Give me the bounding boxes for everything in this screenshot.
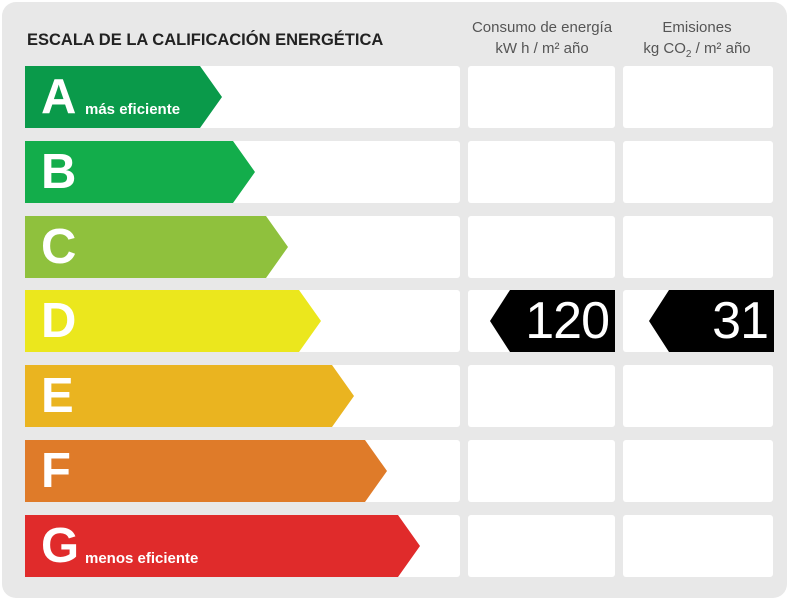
emisiones-unit-post: / m² año bbox=[691, 40, 751, 57]
rating-arrow-e bbox=[25, 365, 354, 427]
rating-letter-d: D bbox=[41, 294, 77, 348]
emisiones-header-line1: Emisiones bbox=[662, 19, 732, 36]
consumo-cell-g bbox=[468, 515, 615, 577]
emisiones-unit-sub: 2 bbox=[685, 49, 692, 60]
rating-letter-b: B bbox=[41, 145, 77, 199]
emisiones-header-line2: kg CO2 / m² año bbox=[622, 38, 772, 65]
consumo-cell-e bbox=[468, 365, 615, 427]
rating-letter-f: F bbox=[41, 444, 71, 498]
emisiones-cell-a bbox=[623, 66, 773, 128]
rating-arrow-d bbox=[25, 290, 321, 352]
rating-arrow-c bbox=[25, 216, 288, 278]
rating-arrow-b bbox=[25, 141, 255, 203]
consumo-cell-a bbox=[468, 66, 615, 128]
emisiones-header: Emisiones kg CO2 / m² año bbox=[622, 17, 772, 65]
consumo-cell-f bbox=[468, 440, 615, 502]
consumo-header: Consumo de energía kW h / m² año bbox=[467, 17, 617, 59]
consumo-value-tag-shape bbox=[490, 290, 615, 352]
rating-bar-b: B bbox=[25, 141, 255, 203]
consumo-cell-c bbox=[468, 216, 615, 278]
consumo-value: 120 bbox=[525, 292, 610, 350]
rating-bar-e: E bbox=[25, 365, 354, 427]
rating-letter-c: C bbox=[41, 220, 77, 274]
emisiones-value-tag-shape bbox=[649, 290, 774, 352]
consumo-value-tag: 120 bbox=[490, 290, 615, 352]
emisiones-value: 31 bbox=[712, 292, 769, 350]
emisiones-cell-c bbox=[623, 216, 773, 278]
rating-bar-c: C bbox=[25, 216, 288, 278]
rating-arrow-f bbox=[25, 440, 387, 502]
rating-bar-f: F bbox=[25, 440, 387, 502]
rating-letter-e: E bbox=[41, 369, 74, 423]
emisiones-value-tag: 31 bbox=[649, 290, 774, 352]
consumo-header-line2: kW h / m² año bbox=[495, 40, 589, 57]
consumo-header-line1: Consumo de energía bbox=[471, 19, 613, 36]
rating-arrow-g bbox=[25, 515, 420, 577]
rating-note-a: más eficiente bbox=[85, 101, 181, 118]
rating-arrow-a bbox=[25, 66, 222, 128]
emisiones-cell-e bbox=[623, 365, 773, 427]
watermark: habitaclia bbox=[332, 286, 452, 316]
emisiones-cell-b bbox=[623, 141, 773, 203]
emisiones-cell-f bbox=[623, 440, 773, 502]
rating-letter-a: A bbox=[41, 70, 77, 124]
rating-note-g: menos eficiente bbox=[85, 550, 199, 567]
rating-bar-d: D bbox=[25, 290, 321, 352]
rating-letter-g: G bbox=[41, 519, 80, 573]
emisiones-unit-pre: kg CO bbox=[643, 40, 686, 57]
emisiones-cell-g bbox=[623, 515, 773, 577]
consumo-cell-b bbox=[468, 141, 615, 203]
label-title: ESCALA DE LA CALIFICACIÓN ENERGÉTICA bbox=[27, 31, 384, 49]
